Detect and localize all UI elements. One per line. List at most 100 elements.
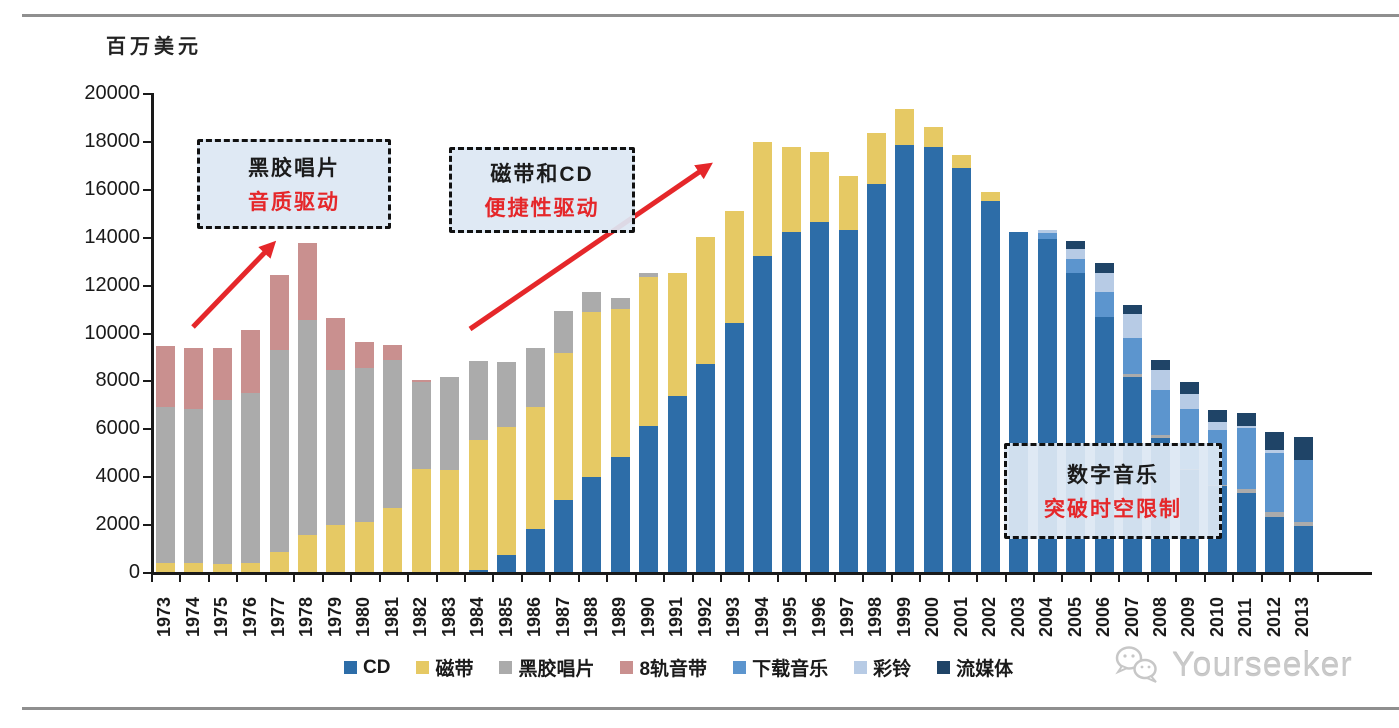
x-tick-label: 2013 [1292, 596, 1313, 637]
x-tick-label: 1999 [893, 596, 914, 637]
x-tick-mark [151, 575, 153, 582]
x-tick-mark [1061, 575, 1064, 582]
annotation-digital: 数字音乐 突破时空限制 [1004, 443, 1222, 539]
bar-segment-彩铃 [1236, 425, 1256, 429]
bar-segment-黑胶唱片 [1151, 435, 1171, 439]
bar-segment-CD [1236, 493, 1256, 572]
bar-segment-CD [895, 144, 915, 572]
bar-segment-黑胶唱片 [184, 408, 204, 564]
x-tick-mark [350, 575, 353, 582]
bar-segment-黑胶唱片 [297, 320, 317, 535]
legend-swatch [733, 661, 747, 674]
bar-segment-黑胶唱片 [411, 382, 431, 470]
bar-segment-黑胶唱片 [582, 292, 602, 313]
x-tick-mark [293, 575, 296, 582]
bar-segment-磁带 [582, 312, 602, 478]
x-tick-mark [919, 575, 922, 582]
bar-segment-CD [610, 457, 630, 572]
x-tick-label: 2005 [1064, 596, 1085, 637]
x-tick-mark [207, 575, 210, 582]
bar-segment-流媒体 [1208, 409, 1228, 422]
y-tick-mark [143, 236, 151, 239]
x-tick-mark [264, 575, 267, 582]
bar-segment-磁带 [468, 440, 488, 570]
bar-segment-8轨音带 [212, 348, 232, 400]
x-tick-label: 1973 [154, 596, 175, 637]
bar-segment-磁带 [810, 151, 830, 222]
x-tick-label: 1985 [495, 596, 516, 637]
bar-segment-黑胶唱片 [639, 273, 659, 277]
bar-segment-CD [582, 477, 602, 572]
bar-segment-下载音乐 [1066, 259, 1086, 273]
x-tick-label: 1984 [467, 596, 488, 637]
y-tick-mark [143, 572, 151, 574]
x-tick-label: 1990 [637, 596, 658, 637]
bar-segment-黑胶唱片 [440, 377, 460, 470]
x-tick-mark [890, 575, 893, 582]
x-tick-label: 2006 [1093, 596, 1114, 637]
x-tick-mark [321, 575, 324, 582]
annotation-vinyl-title: 黑胶唱片 [248, 157, 340, 180]
annotation-digital-title: 数字音乐 [1067, 464, 1159, 487]
bar-segment-下载音乐 [1293, 460, 1313, 522]
x-tick-mark [1232, 575, 1235, 582]
x-tick-mark [862, 575, 865, 582]
bar-segment-磁带 [838, 175, 858, 230]
bar-segment-彩铃 [1094, 272, 1114, 292]
bar-segment-黑胶唱片 [610, 297, 630, 309]
bar-segment-磁带 [155, 563, 175, 572]
x-tick-label: 1974 [182, 596, 203, 637]
legend-item-流媒体: 流媒体 [937, 654, 1013, 681]
x-tick-mark [1118, 575, 1121, 582]
x-tick-label: 1995 [780, 596, 801, 637]
bar-segment-磁带 [411, 469, 431, 572]
x-tick-label: 1982 [410, 596, 431, 637]
legend-swatch [937, 661, 951, 674]
bar-segment-CD [468, 569, 488, 572]
bar-segment-流媒体 [1265, 431, 1285, 450]
bar-segment-磁带 [923, 127, 943, 148]
x-tick-label: 1998 [865, 596, 886, 637]
watermark: Yourseeker [1112, 642, 1353, 688]
trend-arrow-vinyl [191, 240, 277, 329]
bar-segment-CD [667, 395, 687, 572]
bar-segment-黑胶唱片 [269, 349, 289, 552]
y-tick-label: 16000 [84, 177, 140, 200]
bar-segment-磁带 [866, 132, 886, 184]
bar-segment-黑胶唱片 [1293, 521, 1313, 526]
x-tick-label: 2004 [1036, 596, 1057, 637]
y-tick-mark [143, 332, 151, 335]
bar-segment-黑胶唱片 [354, 368, 374, 522]
x-tick-mark [1175, 575, 1178, 582]
bar-segment-下载音乐 [1265, 452, 1285, 512]
bar-segment-流媒体 [1179, 382, 1199, 395]
x-tick-label: 2003 [1007, 596, 1028, 637]
bar-segment-8轨音带 [411, 379, 431, 383]
x-tick-label: 1981 [381, 596, 402, 637]
legend-label: 下载音乐 [752, 659, 829, 680]
bar-segment-流媒体 [1293, 436, 1313, 461]
x-tick-label: 2010 [1206, 596, 1227, 637]
bar-segment-彩铃 [1265, 449, 1285, 453]
x-tick-label: 1980 [353, 596, 374, 637]
bar-segment-CD [497, 554, 517, 572]
x-tick-mark [1260, 575, 1263, 582]
x-tick-mark [492, 575, 495, 582]
annotation-cassette-cd: 磁带和CD 便捷性驱动 [449, 147, 635, 233]
x-tick-label: 1977 [268, 596, 289, 637]
legend-label: 8轨音带 [639, 659, 708, 680]
legend-label: 彩铃 [873, 659, 912, 680]
bar-segment-8轨音带 [326, 318, 346, 370]
bar-segment-彩铃 [1179, 394, 1199, 409]
x-tick-label: 2007 [1121, 596, 1142, 637]
y-tick-label: 6000 [95, 417, 141, 440]
legend-item-黑胶唱片: 黑胶唱片 [499, 654, 594, 681]
legend-item-彩铃: 彩铃 [854, 654, 911, 681]
y-tick-mark [143, 428, 151, 431]
legend-item-下载音乐: 下载音乐 [733, 654, 828, 681]
bar-segment-下载音乐 [1236, 428, 1256, 489]
x-tick-mark [1203, 575, 1206, 582]
bar-segment-CD [980, 201, 1000, 572]
x-tick-label: 2002 [979, 596, 1000, 637]
